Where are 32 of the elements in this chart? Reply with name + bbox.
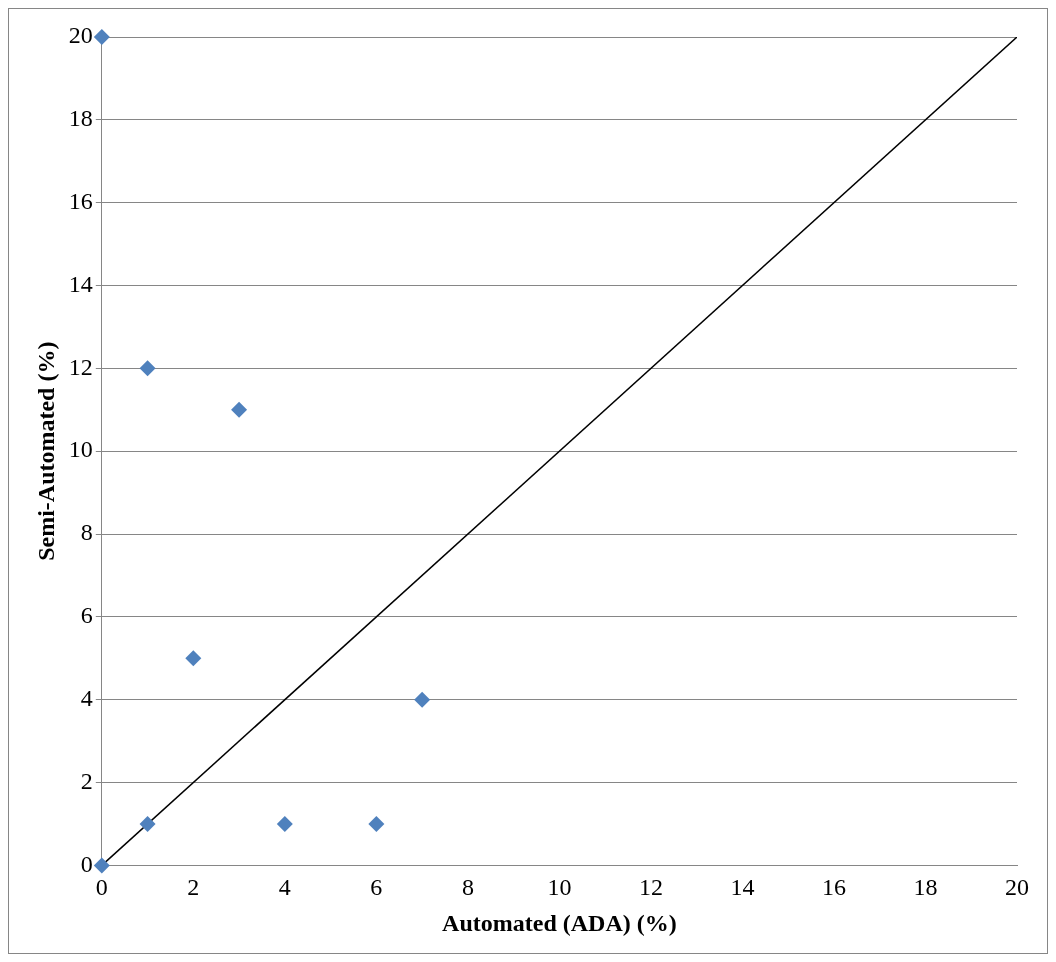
y-tick-label: 0 [80,850,93,877]
point [414,691,431,708]
point [276,815,293,832]
x-tick-label: 14 [730,874,755,901]
x-tick-label: 6 [370,874,383,901]
y-tick-label: 10 [68,436,93,463]
x-tick-label: 10 [547,874,572,901]
y-tick-label: 6 [80,602,93,629]
point [93,857,110,874]
y-axis-title: Semi-Automated (%) [32,341,59,561]
point [93,29,110,45]
y-tick-label: 8 [80,519,93,546]
y-tick-label: 18 [68,105,93,132]
point [368,815,385,832]
x-tick-label: 18 [913,874,938,901]
x-axis-title: Automated (ADA) (%) [442,909,677,936]
y-tick-label: 14 [68,270,93,297]
x-tick-label: 4 [278,874,291,901]
y-tick-label: 2 [80,767,93,794]
point [231,401,248,418]
point [139,360,156,377]
point [139,815,156,832]
x-tick-label: 12 [638,874,663,901]
x-tick-label: 8 [461,874,474,901]
x-tick-label: 2 [187,874,200,901]
y-tick-label: 20 [68,22,93,49]
y-tick-label: 4 [80,685,93,712]
x-tick-label: 16 [821,874,846,901]
y-tick-label: 16 [68,187,93,214]
x-tick-label: 20 [1005,874,1029,901]
point [185,650,202,667]
y-tick-label: 12 [68,353,93,380]
